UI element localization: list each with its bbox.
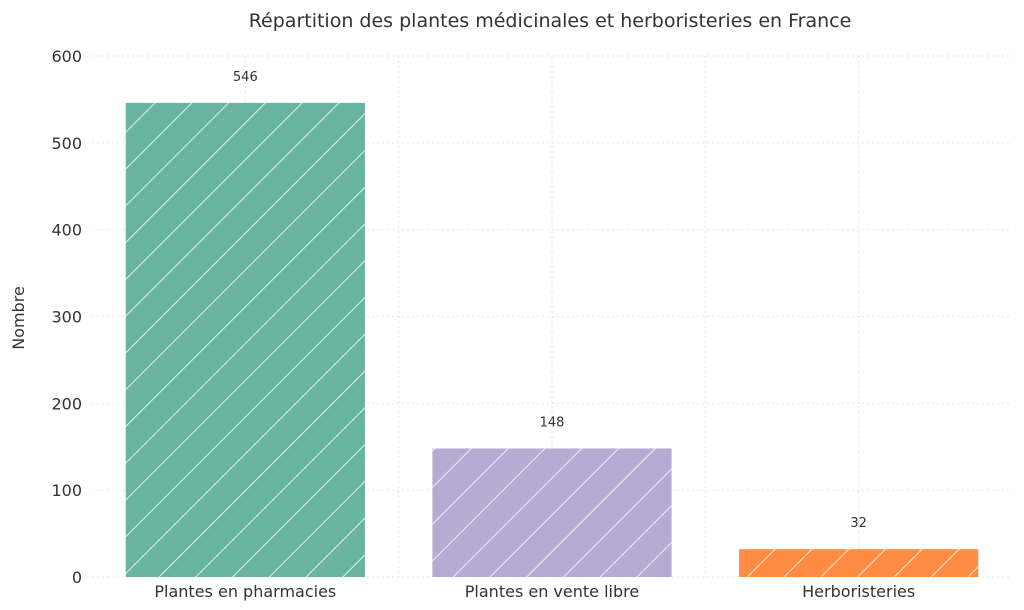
y-tick-label: 300	[51, 308, 82, 327]
data-label: 148	[540, 415, 565, 430]
y-tick-label: 400	[51, 221, 82, 240]
y-tick-label: 0	[72, 568, 82, 587]
x-tick-label: Herboristeries	[802, 582, 915, 601]
y-tick-label: 600	[51, 47, 82, 66]
bar-3	[739, 549, 979, 577]
x-axis-ticks: Plantes en pharmacies Plantes en vente li…	[154, 582, 915, 601]
y-tick-label: 100	[51, 481, 82, 500]
bar-2	[432, 448, 672, 577]
y-axis-ticks: 0 100 200 300 400 500 600	[51, 47, 82, 587]
y-tick-label: 200	[51, 394, 82, 413]
bar-1	[125, 102, 365, 577]
x-tick-label: Plantes en pharmacies	[154, 582, 336, 601]
y-tick-label: 500	[51, 134, 82, 153]
x-tick-label: Plantes en vente libre	[465, 582, 639, 601]
data-label: 546	[233, 70, 258, 85]
data-label: 32	[850, 516, 867, 531]
bars	[125, 102, 979, 577]
chart-title: Répartition des plantes médicinales et h…	[249, 10, 852, 32]
data-labels: 546 148 32	[233, 70, 867, 531]
y-axis-label: Nombre	[9, 286, 28, 350]
